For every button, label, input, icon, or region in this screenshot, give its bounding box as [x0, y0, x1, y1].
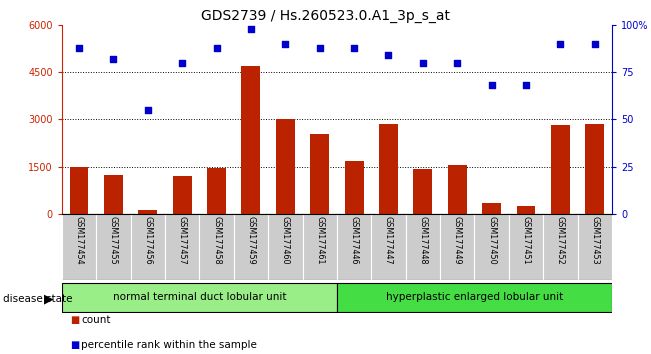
- Point: [280, 41, 290, 46]
- Text: GSM177457: GSM177457: [178, 216, 187, 265]
- Point: [452, 60, 462, 65]
- Bar: [509, 214, 543, 280]
- Point: [555, 41, 566, 46]
- Bar: [475, 214, 509, 280]
- Bar: [371, 214, 406, 280]
- Bar: [577, 214, 612, 280]
- Text: GSM177458: GSM177458: [212, 216, 221, 265]
- Point: [486, 82, 497, 88]
- Point: [418, 60, 428, 65]
- Text: hyperplastic enlarged lobular unit: hyperplastic enlarged lobular unit: [386, 292, 563, 302]
- Bar: [234, 214, 268, 280]
- Bar: [303, 214, 337, 280]
- Point: [108, 56, 118, 62]
- Bar: [139, 210, 158, 214]
- Text: GSM177450: GSM177450: [487, 216, 496, 265]
- Bar: [311, 134, 329, 214]
- Point: [245, 26, 256, 32]
- Text: GSM177461: GSM177461: [315, 216, 324, 265]
- Point: [314, 45, 325, 50]
- Bar: [173, 176, 191, 214]
- Bar: [585, 124, 604, 214]
- Bar: [413, 169, 432, 214]
- Bar: [406, 214, 440, 280]
- Text: GSM177451: GSM177451: [521, 216, 531, 265]
- Point: [383, 52, 394, 58]
- Bar: [482, 203, 501, 214]
- Text: GSM177452: GSM177452: [556, 216, 565, 265]
- Text: GSM177453: GSM177453: [590, 216, 600, 265]
- Bar: [440, 214, 475, 280]
- Text: GDS2739 / Hs.260523.0.A1_3p_s_at: GDS2739 / Hs.260523.0.A1_3p_s_at: [201, 9, 450, 23]
- Point: [177, 60, 187, 65]
- Text: ▶: ▶: [44, 293, 53, 306]
- Bar: [268, 214, 303, 280]
- Bar: [516, 206, 535, 214]
- Text: normal terminal duct lobular unit: normal terminal duct lobular unit: [113, 292, 286, 302]
- Text: GSM177446: GSM177446: [350, 216, 359, 265]
- Text: count: count: [81, 315, 111, 325]
- Point: [74, 45, 84, 50]
- Bar: [242, 67, 260, 214]
- Bar: [276, 119, 295, 214]
- Text: GSM177459: GSM177459: [247, 216, 255, 265]
- Bar: [551, 125, 570, 214]
- Point: [521, 82, 531, 88]
- Point: [349, 45, 359, 50]
- Bar: [96, 214, 131, 280]
- Bar: [104, 175, 123, 214]
- Bar: [207, 168, 226, 214]
- Bar: [337, 214, 371, 280]
- Bar: [199, 214, 234, 280]
- Text: GSM177449: GSM177449: [452, 216, 462, 265]
- Bar: [131, 214, 165, 280]
- Text: percentile rank within the sample: percentile rank within the sample: [81, 340, 257, 350]
- Text: GSM177454: GSM177454: [74, 216, 83, 265]
- Bar: [344, 161, 363, 214]
- Bar: [165, 214, 199, 280]
- Point: [590, 41, 600, 46]
- Bar: [337, 283, 612, 312]
- Bar: [62, 283, 337, 312]
- Bar: [62, 214, 96, 280]
- Bar: [379, 124, 398, 214]
- Bar: [448, 165, 467, 214]
- Text: GSM177460: GSM177460: [281, 216, 290, 265]
- Point: [212, 45, 222, 50]
- Text: disease state: disease state: [3, 294, 73, 304]
- Bar: [70, 167, 89, 214]
- Point: [143, 107, 153, 113]
- Text: GSM177455: GSM177455: [109, 216, 118, 265]
- Text: ■: ■: [70, 315, 79, 325]
- Bar: [543, 214, 577, 280]
- Text: GSM177456: GSM177456: [143, 216, 152, 265]
- Text: GSM177447: GSM177447: [384, 216, 393, 265]
- Text: ■: ■: [70, 340, 79, 350]
- Text: GSM177448: GSM177448: [419, 216, 427, 265]
